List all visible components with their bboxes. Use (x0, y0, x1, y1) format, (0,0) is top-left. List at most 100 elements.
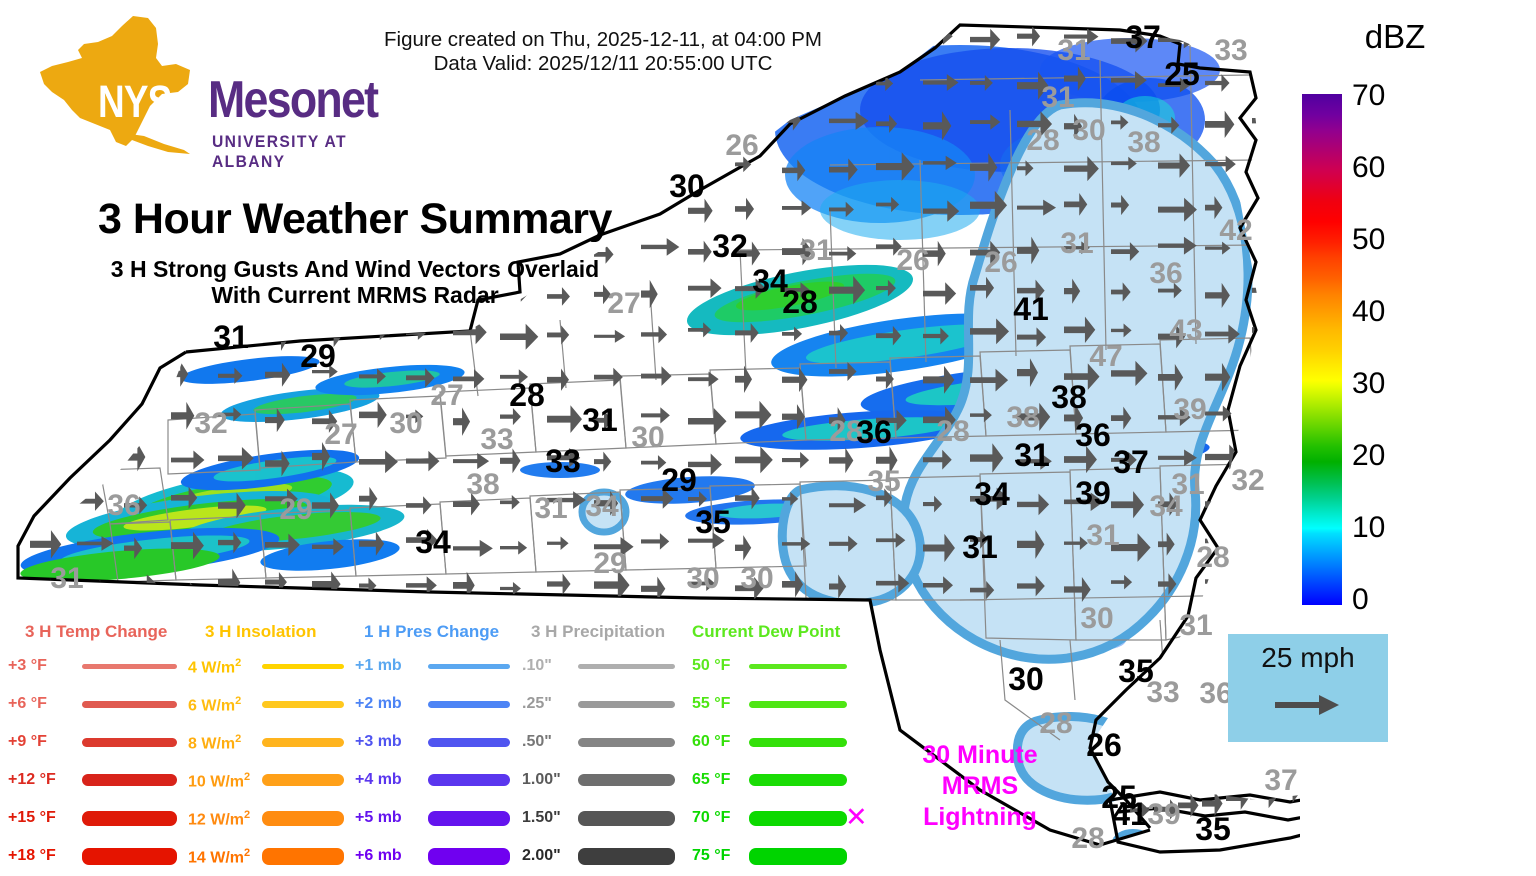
wind-arrow-icon (876, 409, 907, 432)
wind-arrow-icon (782, 71, 816, 100)
wind-gust-value: 36 (1075, 417, 1111, 453)
wind-arrow-icon (218, 112, 245, 140)
wind-arrow-icon (218, 407, 242, 422)
wind-arrow-icon (124, 71, 153, 89)
wind-arrow-icon (970, 368, 1009, 392)
wind-gust-value: 30 (669, 168, 705, 204)
wind-speed-reference-box: 25 mph (1228, 634, 1388, 742)
wind-arrow-icon (171, 243, 188, 258)
wind-arrow-icon (453, 453, 490, 470)
wind-gust-value: 34 (1149, 490, 1183, 523)
colorbar-gradient[interactable] (1302, 94, 1342, 605)
wind-arrow-icon (265, 322, 290, 351)
wind-gust-value: 34 (585, 490, 619, 523)
legend-item-label: 55 °F (692, 695, 731, 712)
wind-arrow-icon (688, 532, 725, 549)
wind-gust-value: 43 (1169, 314, 1202, 347)
wind-gust-value: 30 (740, 562, 773, 595)
wind-gust-value: 34 (415, 524, 451, 560)
wind-arrow-icon (359, 242, 376, 264)
legend-item-label: 1.00" (522, 771, 561, 788)
wind-arrow-icon (124, 442, 146, 472)
legend-unit-exponent: 2 (235, 733, 242, 745)
colorbar-tick-10: 10 (1352, 511, 1386, 544)
wind-arrow-icon (312, 237, 331, 268)
colorbar-tick-0: 0 (1352, 583, 1369, 616)
wind-gust-value: 35 (867, 465, 900, 498)
wind-arrow-icon (829, 201, 854, 218)
wind-arrow-icon (453, 492, 480, 516)
wind-arrow-icon (124, 25, 161, 51)
wind-arrow-icon (30, 366, 51, 380)
wind-arrow-icon (124, 239, 146, 254)
wind-arrow-icon (218, 447, 254, 470)
wind-arrow-icon (218, 69, 236, 98)
wind-gust-value: 30 (1080, 602, 1113, 635)
wind-gust-value: 31 (1014, 437, 1050, 473)
wind-arrow-icon (77, 536, 114, 551)
wind-gust-value: 35 (695, 504, 731, 540)
wind-arrow-icon (735, 576, 764, 600)
figure-created-timestamp: Figure created on Thu, 2025-12-11, at 04… (384, 28, 822, 51)
wind-arrow-icon (124, 362, 157, 385)
wind-arrow-icon (923, 449, 952, 470)
wind-arrow-icon (30, 412, 57, 429)
wind-arrow-icon (1017, 279, 1045, 302)
wind-arrow-icon (1158, 236, 1197, 255)
wind-gust-value: 27 (324, 418, 357, 451)
wind-arrow-icon (359, 68, 394, 87)
legend-column-header-0: 3 H Temp Change (25, 622, 168, 641)
wind-arrow-icon (688, 322, 712, 338)
wind-gust-value: 33 (1214, 34, 1247, 67)
wind-arrow-icon (1111, 29, 1148, 53)
legend-unit-exponent: 2 (235, 657, 242, 669)
wind-arrow-icon (1064, 66, 1086, 91)
wind-arrow-icon (876, 279, 896, 297)
wind-arrow-icon (735, 400, 772, 429)
wind-arrow-icon (641, 111, 661, 129)
wind-arrow-icon (1111, 282, 1131, 302)
wind-arrow-icon (171, 109, 189, 138)
wind-arrow-icon (218, 492, 246, 519)
wind-arrow-icon (406, 203, 425, 222)
legend-color-swatch (749, 774, 847, 786)
wind-gust-value: 32 (194, 407, 227, 440)
legend-item-label: +4 mb (355, 771, 402, 788)
wind-gust-value: 33 (545, 443, 581, 479)
wind-gust-value: 28 (1071, 822, 1104, 855)
wind-arrow-icon (453, 71, 476, 95)
wind-arrow-icon (876, 152, 915, 181)
wind-arrow-icon (735, 197, 755, 221)
wind-gust-value: 38 (1127, 126, 1160, 159)
wind-gust-value: 37 (1125, 19, 1161, 55)
wind-arrow-icon (829, 447, 854, 474)
wind-arrow-icon (547, 536, 569, 550)
wind-gust-value: 34 (974, 476, 1010, 512)
wind-arrow-icon (500, 494, 520, 510)
wind-arrow-icon (829, 497, 867, 514)
legend-color-swatch (578, 737, 675, 747)
wind-arrow-icon (782, 200, 812, 216)
wind-arrow-icon (876, 573, 910, 593)
wind-gust-value: 34 (752, 263, 788, 299)
wind-arrow-icon (1111, 323, 1132, 338)
wind-arrow-icon (782, 367, 808, 393)
wind-arrow-icon (218, 367, 243, 384)
wind-arrow-icon (1017, 493, 1050, 516)
wind-gust-value: 37 (1264, 764, 1297, 797)
wind-arrow-icon (829, 158, 858, 181)
wind-arrow-icon (1111, 194, 1130, 216)
wind-arrow-icon (171, 322, 195, 348)
legend-item-label: +3 °F (8, 657, 47, 674)
wind-arrow-icon (453, 571, 475, 599)
legend-color-swatch (82, 810, 177, 826)
legend-column-header-2: 1 H Pres Change (364, 622, 500, 641)
wind-arrow-icon (1205, 282, 1230, 308)
wind-arrow-icon (735, 112, 752, 127)
wind-arrow-icon (1158, 364, 1184, 391)
legend-item-label: 14 W/m2 (188, 847, 251, 867)
wind-arrow-icon (218, 275, 251, 301)
wind-arrow-icon (594, 367, 623, 387)
